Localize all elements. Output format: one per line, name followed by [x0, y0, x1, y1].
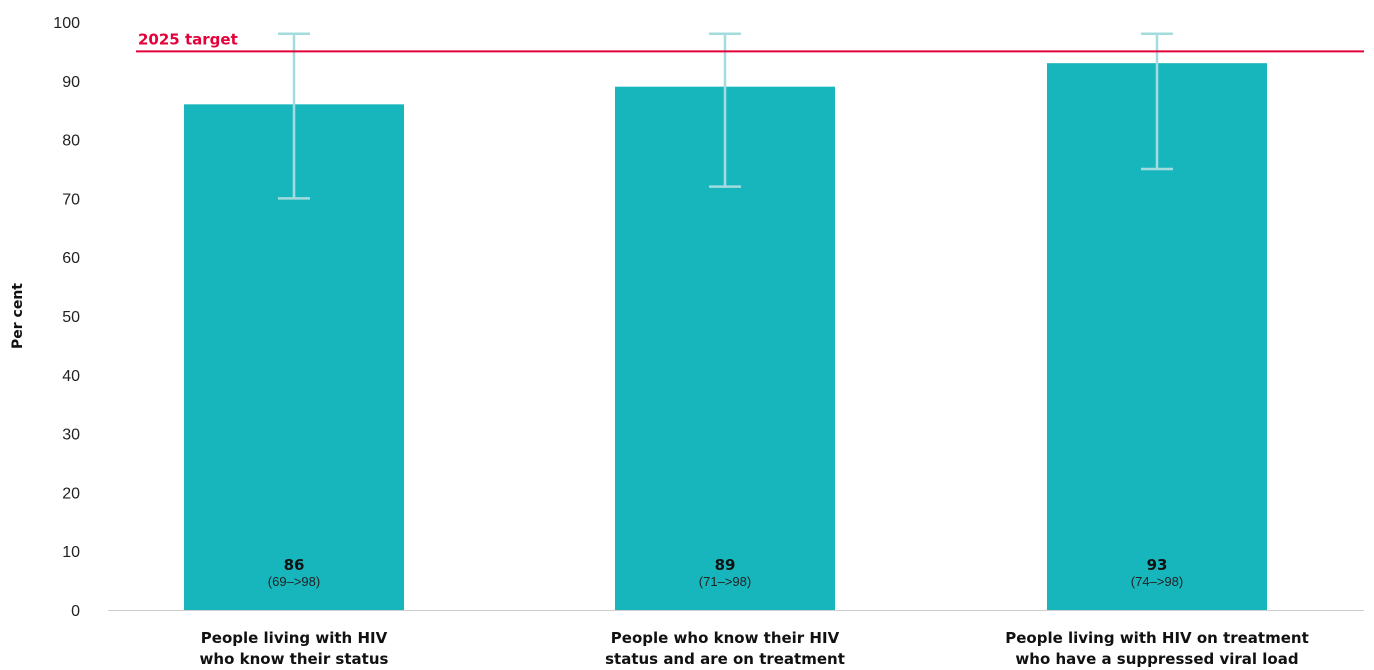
error-bars: [278, 32, 1173, 200]
x-tick-label: People who know their HIV: [611, 629, 840, 647]
x-tick-label: People living with HIV on treatment: [1005, 629, 1309, 647]
y-tick-label: 10: [62, 544, 80, 561]
x-tick-label: who have a suppressed viral load: [1015, 650, 1298, 668]
y-axis-label: Per cent: [10, 283, 26, 349]
x-tick-label: People living with HIV: [201, 629, 388, 647]
data-range-label: (69–>98): [268, 574, 320, 589]
y-axis-ticks: 0 10 20 30 40 50 60 70 80 90 100: [53, 15, 80, 620]
x-tick-label: status and are on treatment: [605, 650, 845, 668]
y-tick-label: 70: [62, 191, 80, 208]
target-label: 2025 target: [138, 30, 238, 48]
y-tick-label: 20: [62, 485, 80, 502]
y-tick-label: 0: [71, 603, 80, 620]
y-tick-label: 60: [62, 250, 80, 267]
y-tick-label: 50: [62, 309, 80, 326]
y-tick-label: 30: [62, 427, 80, 444]
y-tick-label: 40: [62, 368, 80, 385]
y-tick-label: 90: [62, 74, 80, 91]
value-labels: 86(69–>98) 89(71–>98) 93(74–>98): [268, 556, 1183, 589]
y-tick-label: 100: [53, 15, 80, 32]
data-label: 86: [284, 556, 305, 574]
target-group: 2025 target: [136, 30, 1364, 53]
data-label: 93: [1147, 556, 1168, 574]
data-range-label: (74–>98): [1131, 574, 1183, 589]
category-labels: People living with HIV who know their sta…: [200, 629, 1309, 668]
data-range-label: (71–>98): [699, 574, 751, 589]
data-label: 89: [715, 556, 736, 574]
y-tick-label: 80: [62, 133, 80, 150]
x-tick-label: who know their status: [200, 650, 389, 668]
